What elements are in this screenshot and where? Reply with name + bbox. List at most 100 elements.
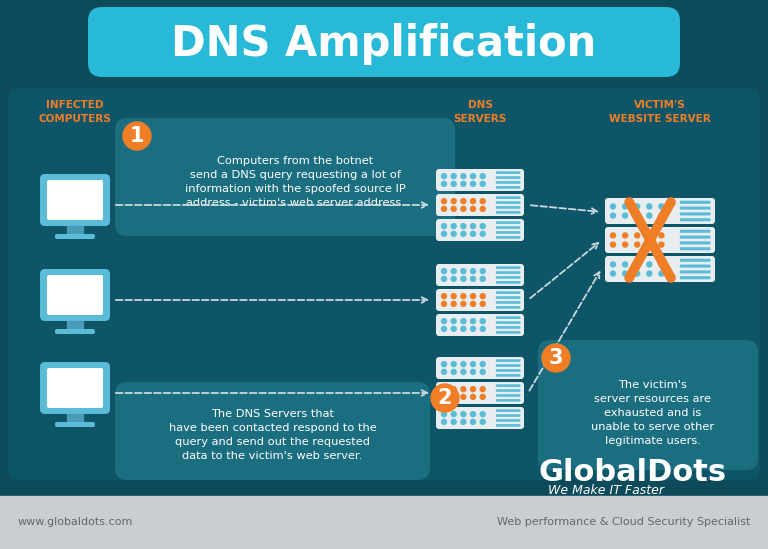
Circle shape [634, 233, 640, 238]
Bar [67, 226, 83, 234]
Circle shape [623, 271, 627, 276]
Circle shape [442, 173, 446, 178]
Circle shape [471, 181, 475, 186]
Circle shape [461, 181, 466, 186]
FancyBboxPatch shape [496, 364, 521, 367]
Text: The victim's
server resources are
exhausted and is
unable to serve other
legitim: The victim's server resources are exhaus… [591, 380, 714, 446]
FancyBboxPatch shape [496, 231, 521, 234]
Circle shape [647, 233, 652, 238]
Circle shape [623, 204, 627, 209]
FancyBboxPatch shape [40, 269, 110, 321]
Circle shape [623, 242, 627, 247]
Circle shape [442, 268, 446, 273]
FancyBboxPatch shape [496, 292, 521, 294]
Text: VICTIM'S
WEBSITE SERVER: VICTIM'S WEBSITE SERVER [609, 100, 711, 124]
Text: INFECTED
COMPUTERS: INFECTED COMPUTERS [38, 100, 111, 124]
FancyBboxPatch shape [496, 419, 521, 422]
Circle shape [461, 394, 466, 399]
Circle shape [461, 412, 466, 417]
Circle shape [471, 318, 475, 324]
Circle shape [451, 412, 456, 417]
Text: We Make IT Faster: We Make IT Faster [548, 484, 664, 497]
Circle shape [451, 268, 456, 273]
FancyBboxPatch shape [496, 171, 521, 174]
Circle shape [471, 268, 475, 273]
FancyBboxPatch shape [496, 221, 521, 224]
FancyBboxPatch shape [496, 424, 521, 427]
Circle shape [480, 394, 485, 399]
Circle shape [442, 386, 446, 391]
Circle shape [659, 262, 664, 267]
FancyBboxPatch shape [47, 180, 103, 220]
Circle shape [461, 268, 466, 273]
FancyBboxPatch shape [496, 389, 521, 392]
Circle shape [451, 394, 456, 399]
FancyBboxPatch shape [496, 414, 521, 417]
Circle shape [451, 419, 456, 424]
Circle shape [659, 242, 664, 247]
FancyBboxPatch shape [680, 206, 710, 210]
FancyBboxPatch shape [496, 281, 521, 284]
Circle shape [461, 326, 466, 332]
FancyBboxPatch shape [496, 384, 521, 387]
Circle shape [471, 199, 475, 204]
Circle shape [480, 276, 485, 281]
FancyBboxPatch shape [605, 256, 715, 282]
FancyBboxPatch shape [496, 186, 521, 189]
FancyBboxPatch shape [115, 382, 430, 480]
FancyBboxPatch shape [496, 197, 521, 199]
Circle shape [659, 213, 664, 218]
Circle shape [442, 231, 446, 237]
Circle shape [461, 294, 466, 299]
Circle shape [431, 384, 459, 412]
Circle shape [611, 233, 615, 238]
Circle shape [442, 276, 446, 281]
Circle shape [480, 419, 485, 424]
Circle shape [623, 262, 627, 267]
Circle shape [611, 204, 615, 209]
Circle shape [471, 369, 475, 374]
Text: Web performance & Cloud Security Specialist: Web performance & Cloud Security Special… [497, 517, 750, 527]
FancyBboxPatch shape [680, 236, 710, 239]
FancyBboxPatch shape [496, 326, 521, 329]
Circle shape [461, 362, 466, 367]
Circle shape [480, 326, 485, 332]
Circle shape [480, 318, 485, 324]
Circle shape [451, 173, 456, 178]
FancyBboxPatch shape [680, 201, 710, 204]
FancyBboxPatch shape [496, 306, 521, 309]
FancyBboxPatch shape [436, 219, 524, 241]
Circle shape [442, 301, 446, 306]
FancyBboxPatch shape [496, 276, 521, 279]
FancyBboxPatch shape [496, 266, 521, 269]
Circle shape [480, 412, 485, 417]
Circle shape [659, 271, 664, 276]
Circle shape [471, 326, 475, 332]
Circle shape [471, 419, 475, 424]
Circle shape [480, 173, 485, 178]
Circle shape [451, 386, 456, 391]
Bar [67, 321, 83, 329]
Circle shape [471, 294, 475, 299]
FancyBboxPatch shape [680, 218, 710, 221]
Bar [67, 414, 83, 422]
Circle shape [647, 271, 652, 276]
Circle shape [461, 173, 466, 178]
FancyBboxPatch shape [8, 88, 760, 480]
FancyBboxPatch shape [680, 276, 710, 279]
Circle shape [451, 181, 456, 186]
Circle shape [451, 199, 456, 204]
Circle shape [451, 362, 456, 367]
Circle shape [471, 362, 475, 367]
Circle shape [461, 199, 466, 204]
Circle shape [471, 206, 475, 211]
Circle shape [647, 242, 652, 247]
FancyBboxPatch shape [496, 301, 521, 304]
Circle shape [442, 294, 446, 299]
Circle shape [123, 122, 151, 150]
FancyBboxPatch shape [496, 374, 521, 377]
Circle shape [634, 204, 640, 209]
Circle shape [471, 276, 475, 281]
Circle shape [471, 386, 475, 391]
Circle shape [461, 301, 466, 306]
